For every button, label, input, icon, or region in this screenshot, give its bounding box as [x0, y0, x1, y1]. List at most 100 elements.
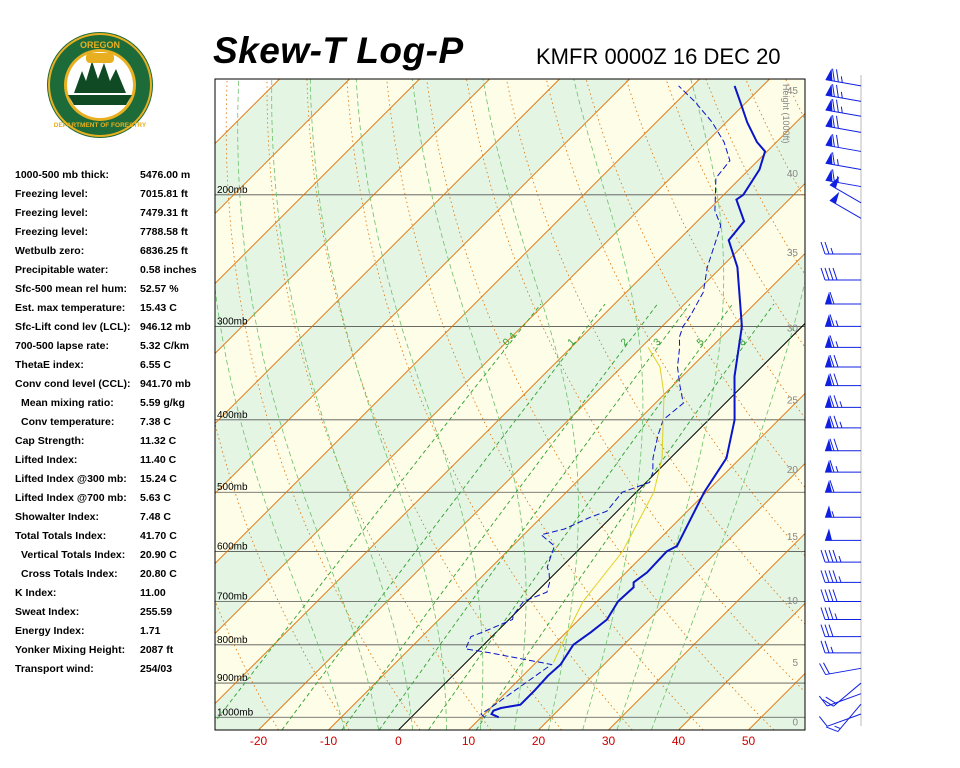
index-value: 1.71: [140, 625, 161, 637]
wind-barb-shaft: [827, 693, 862, 707]
wind-barb-feather: [828, 589, 834, 602]
index-row: Conv temperature: 7.38 C: [15, 413, 215, 432]
wind-barb-half-feather: [840, 106, 843, 113]
height-tick-label: 30: [787, 323, 799, 334]
index-label: Lifted Index @300 mb:: [15, 473, 127, 485]
wind-barb-half-feather: [836, 159, 839, 166]
height-tick-label: 45: [787, 86, 799, 97]
index-value: 7015.81 ft: [140, 188, 188, 200]
isotherm-line: [215, 79, 350, 215]
wind-barb: [829, 191, 862, 219]
wind-barb-feather: [832, 115, 835, 128]
wind-barb: [825, 354, 861, 368]
index-row: Vertical Totals Index: 20.90 C: [15, 546, 215, 565]
chart-title: Skew-T Log-P: [213, 30, 464, 71]
index-label: Mean mixing ratio:: [21, 397, 114, 409]
index-value: 41.70 C: [140, 530, 177, 542]
height-axis-title: Height (1000ft): [781, 84, 791, 144]
wind-barb-feather: [818, 716, 828, 727]
isotherm-line: [215, 79, 490, 355]
wind-barb-flag: [825, 395, 832, 408]
dry-adiabat: [466, 79, 805, 693]
wind-barb-feather: [832, 589, 838, 602]
wind-barb-shaft: [833, 682, 862, 707]
pressure-label: 200mb: [217, 185, 248, 196]
wind-barb-half-feather: [835, 466, 839, 473]
index-label: Precipitable water:: [15, 264, 109, 276]
wind-barb-half-feather: [840, 91, 843, 99]
height-tick-label: 15: [787, 532, 799, 543]
wind-barb-feather: [833, 395, 839, 408]
wind-barb: [825, 335, 861, 348]
temperature-profile: [490, 85, 767, 719]
index-row: Est. max temperature: 15.43 C: [15, 299, 215, 318]
index-row: Lifted Index: 11.40 C: [15, 451, 215, 470]
dry-adiabat: [215, 422, 350, 730]
wind-barb-half-feather: [830, 247, 834, 255]
wind-barb-half-feather: [835, 341, 839, 348]
station-time-label: KMFR 0000Z 16 DEC 20: [536, 44, 781, 69]
pressure-label: 700mb: [217, 591, 248, 602]
plot-frame: [214, 78, 806, 731]
temperature-tick-label: 40: [672, 734, 686, 748]
dry-adiabat: [346, 79, 633, 730]
moist-adiabat: [309, 79, 447, 730]
moist-adiabat: [651, 279, 805, 730]
dry-adiabat: [426, 79, 775, 730]
dry-adiabat: [94, 79, 208, 730]
wind-barb: [825, 314, 861, 327]
wind-barb-feather: [820, 241, 826, 255]
dry-adiabat: [386, 79, 704, 730]
wind-barb-feather: [820, 267, 826, 281]
wind-barb-half-feather: [838, 555, 842, 563]
index-row: Sweat Index: 255.59: [15, 603, 215, 622]
index-row: Sfc-500 mean rel hum: 52.57 %: [15, 280, 215, 299]
index-row: ThetaE index: 6.55 C: [15, 356, 215, 375]
wind-barb: [825, 528, 861, 541]
pressure-label: 600mb: [217, 541, 248, 552]
wind-barb-feather: [818, 695, 828, 707]
wind-barb: [825, 395, 861, 408]
wind-barb-half-feather: [836, 176, 839, 183]
index-value: 7.48 C: [140, 511, 171, 523]
wind-barb-feather: [833, 354, 839, 368]
wind-barb-flag: [825, 415, 832, 428]
mixing-ratio-line: [475, 303, 775, 730]
temperature-tick-label: 0: [395, 734, 402, 748]
wind-barb: [825, 438, 861, 452]
wind-barb-feather: [824, 589, 830, 602]
wind-barb: [825, 703, 862, 733]
wind-barb-feather: [835, 84, 839, 98]
wind-barb-half-feather: [831, 511, 835, 518]
isotherm-line: [538, 462, 805, 730]
index-label: K Index:: [15, 587, 57, 599]
temperature-tick-label: 50: [742, 734, 756, 748]
index-value: 5476.00 m: [140, 169, 191, 181]
wind-barb-flag: [825, 68, 833, 81]
isotherm-line: [215, 79, 770, 635]
height-tick-label: 20: [787, 465, 799, 476]
parcel-profile: [552, 347, 665, 663]
index-value: 11.32 C: [140, 435, 177, 447]
index-label: 1000-500 mb thick:: [15, 169, 109, 181]
wind-barb-feather: [829, 415, 835, 428]
index-row: Wetbulb zero: 6836.25 ft: [15, 242, 215, 261]
temperature-tick-label: 10: [462, 734, 476, 748]
wind-barb-feather: [833, 438, 839, 451]
isotherm-line: [215, 79, 700, 565]
wind-barb-half-feather: [839, 421, 843, 428]
isotherm-line: [608, 532, 805, 730]
dry-adiabats: [94, 79, 805, 730]
isotherm-line: [215, 79, 560, 425]
index-row: Transport wind: 254/03: [15, 660, 215, 679]
index-row: Freezing level: 7015.81 ft: [15, 185, 215, 204]
wind-barb-half-feather: [839, 401, 843, 408]
wind-barb: [825, 415, 861, 429]
moist-adiabat: [355, 79, 484, 730]
wind-barb: [820, 589, 861, 602]
height-tick-label: 10: [787, 596, 799, 607]
index-value: 6.55 C: [140, 359, 171, 371]
wind-barb-feather: [828, 624, 834, 637]
wind-barb-feather: [829, 395, 835, 408]
